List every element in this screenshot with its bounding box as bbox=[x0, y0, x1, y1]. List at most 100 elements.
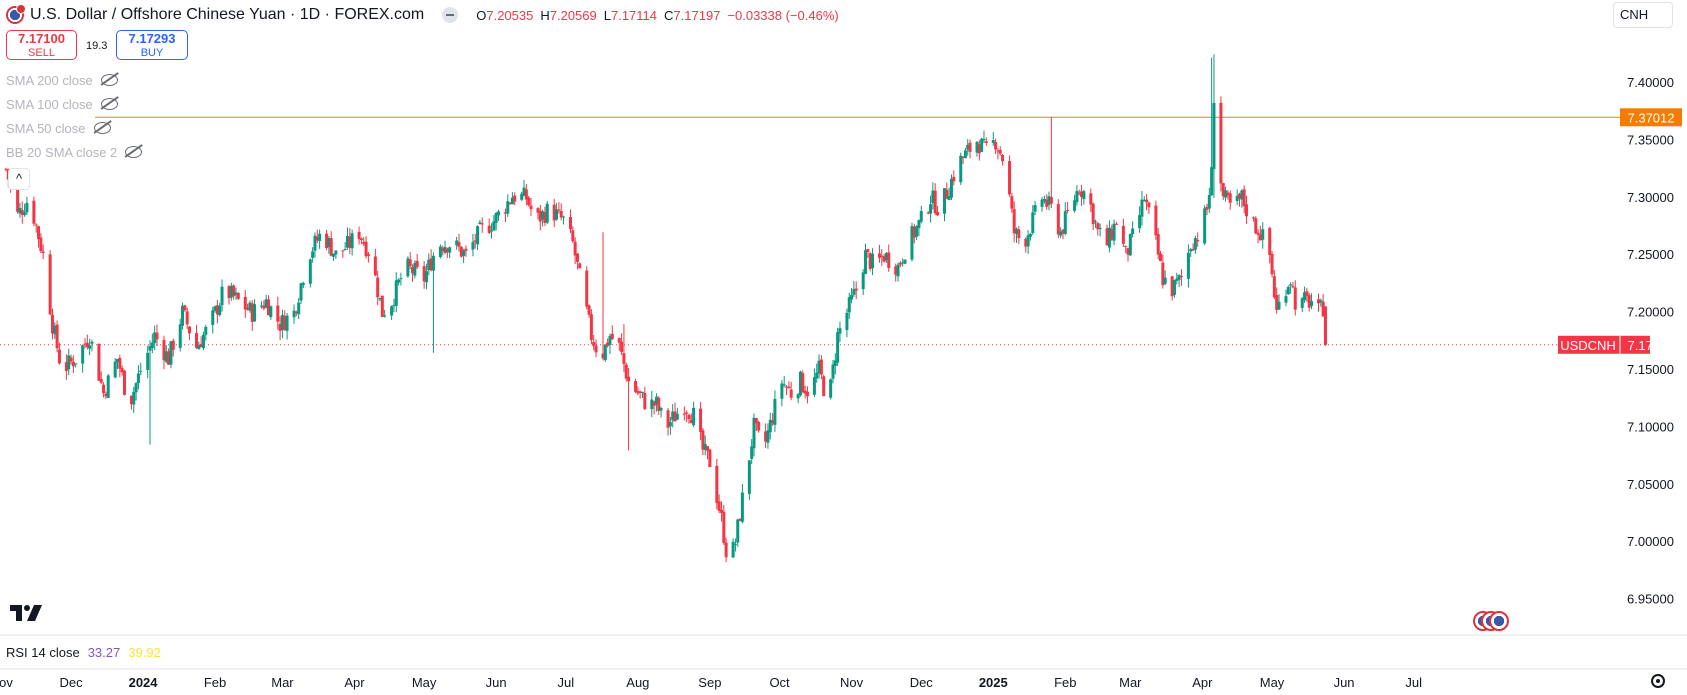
candle-up[interactable] bbox=[264, 299, 268, 308]
collapse-indicators-button[interactable]: ^ bbox=[8, 168, 30, 190]
candle-down[interactable] bbox=[359, 238, 363, 241]
candle-down[interactable] bbox=[329, 238, 333, 256]
candle-down[interactable] bbox=[527, 197, 531, 205]
candle-down[interactable] bbox=[866, 249, 870, 252]
candle-down[interactable] bbox=[1045, 199, 1049, 207]
candle-down[interactable] bbox=[380, 295, 384, 317]
candle-down[interactable] bbox=[894, 266, 898, 275]
candle-down[interactable] bbox=[232, 285, 236, 297]
candle-up[interactable] bbox=[975, 141, 979, 153]
candle-down[interactable] bbox=[503, 212, 507, 214]
candle-down[interactable] bbox=[1061, 229, 1065, 234]
candle-down[interactable] bbox=[1228, 193, 1232, 203]
candle-down[interactable] bbox=[39, 237, 43, 252]
candle-down[interactable] bbox=[57, 349, 61, 364]
candle-up[interactable] bbox=[1207, 194, 1211, 209]
candle-up[interactable] bbox=[692, 407, 696, 426]
candle-up[interactable] bbox=[494, 213, 498, 223]
candle-up[interactable] bbox=[991, 140, 995, 143]
candle-down[interactable] bbox=[99, 379, 103, 383]
candle-down[interactable] bbox=[1080, 191, 1084, 197]
candle-down[interactable] bbox=[715, 465, 719, 504]
minus-icon[interactable] bbox=[442, 7, 459, 23]
candle-up[interactable] bbox=[817, 360, 821, 374]
candle-up[interactable] bbox=[831, 364, 835, 379]
candle-down[interactable] bbox=[97, 343, 101, 381]
candle-down[interactable] bbox=[622, 353, 626, 364]
candle-down[interactable] bbox=[1001, 155, 1005, 162]
candle-up[interactable] bbox=[815, 372, 819, 379]
candle-down[interactable] bbox=[37, 226, 41, 240]
candle-down[interactable] bbox=[936, 212, 940, 216]
candle-up[interactable] bbox=[334, 250, 338, 255]
candle-up[interactable] bbox=[490, 230, 494, 232]
candle-up[interactable] bbox=[747, 460, 751, 494]
candle-down[interactable] bbox=[666, 410, 670, 428]
tradingview-logo-icon[interactable] bbox=[10, 605, 42, 621]
candle-down[interactable] bbox=[48, 254, 52, 315]
candle-down[interactable] bbox=[457, 242, 461, 247]
candle-down[interactable] bbox=[785, 386, 789, 388]
candle-down[interactable] bbox=[1275, 295, 1279, 310]
candle-down[interactable] bbox=[717, 501, 721, 511]
candle-up[interactable] bbox=[248, 302, 252, 311]
candle-down[interactable] bbox=[898, 262, 902, 265]
candle-up[interactable] bbox=[292, 310, 296, 318]
candle-down[interactable] bbox=[601, 353, 605, 359]
candle-up[interactable] bbox=[390, 306, 394, 316]
candle-up[interactable] bbox=[397, 279, 401, 283]
candle-up[interactable] bbox=[1289, 284, 1293, 286]
candle-up[interactable] bbox=[1073, 200, 1077, 211]
candle-down[interactable] bbox=[1270, 253, 1274, 275]
candle-down[interactable] bbox=[171, 340, 175, 350]
candle-up[interactable] bbox=[1112, 223, 1116, 241]
candle-up[interactable] bbox=[545, 203, 549, 223]
candle-up[interactable] bbox=[852, 289, 856, 295]
candle-up[interactable] bbox=[903, 259, 907, 264]
candle-up[interactable] bbox=[146, 352, 150, 370]
candle-up[interactable] bbox=[864, 250, 868, 274]
candle-up[interactable] bbox=[1261, 229, 1265, 240]
candle-down[interactable] bbox=[487, 225, 491, 233]
candle-up[interactable] bbox=[204, 326, 208, 335]
candle-down[interactable] bbox=[610, 333, 614, 339]
candle-down[interactable] bbox=[803, 390, 807, 394]
candle-down[interactable] bbox=[559, 211, 563, 218]
candle-down[interactable] bbox=[557, 209, 561, 211]
candle-up[interactable] bbox=[492, 221, 496, 231]
candle-up[interactable] bbox=[1042, 199, 1046, 202]
candle-down[interactable] bbox=[1307, 295, 1311, 308]
candle-down[interactable] bbox=[283, 315, 287, 331]
candle-up[interactable] bbox=[1212, 102, 1216, 170]
candle-down[interactable] bbox=[880, 255, 884, 257]
candle-down[interactable] bbox=[1114, 223, 1118, 225]
candle-down[interactable] bbox=[1191, 249, 1195, 251]
candle-down[interactable] bbox=[536, 208, 540, 213]
candle-down[interactable] bbox=[1066, 209, 1070, 211]
candle-up[interactable] bbox=[134, 383, 138, 393]
candle-down[interactable] bbox=[1126, 248, 1130, 255]
candle-down[interactable] bbox=[188, 326, 192, 334]
candle-down[interactable] bbox=[1316, 299, 1320, 304]
candle-up[interactable] bbox=[399, 278, 403, 280]
candle-down[interactable] bbox=[926, 212, 930, 214]
candle-down[interactable] bbox=[185, 311, 189, 325]
candle-down[interactable] bbox=[1242, 189, 1246, 207]
candle-up[interactable] bbox=[768, 419, 772, 433]
candle-up[interactable] bbox=[1193, 238, 1197, 250]
candle-down[interactable] bbox=[961, 156, 965, 158]
candle-down[interactable] bbox=[1251, 217, 1255, 219]
candle-up[interactable] bbox=[654, 396, 658, 405]
candle-down[interactable] bbox=[722, 511, 726, 543]
candle-down[interactable] bbox=[215, 305, 219, 315]
candle-up[interactable] bbox=[1224, 190, 1228, 198]
candle-up[interactable] bbox=[1286, 286, 1290, 295]
candle-down[interactable] bbox=[64, 362, 68, 371]
candle-down[interactable] bbox=[459, 246, 463, 257]
candle-down[interactable] bbox=[933, 190, 937, 214]
candle-down[interactable] bbox=[682, 413, 686, 415]
candle-down[interactable] bbox=[945, 189, 949, 199]
candle-up[interactable] bbox=[773, 398, 777, 425]
candle-down[interactable] bbox=[276, 305, 280, 322]
candle-down[interactable] bbox=[1156, 234, 1160, 255]
